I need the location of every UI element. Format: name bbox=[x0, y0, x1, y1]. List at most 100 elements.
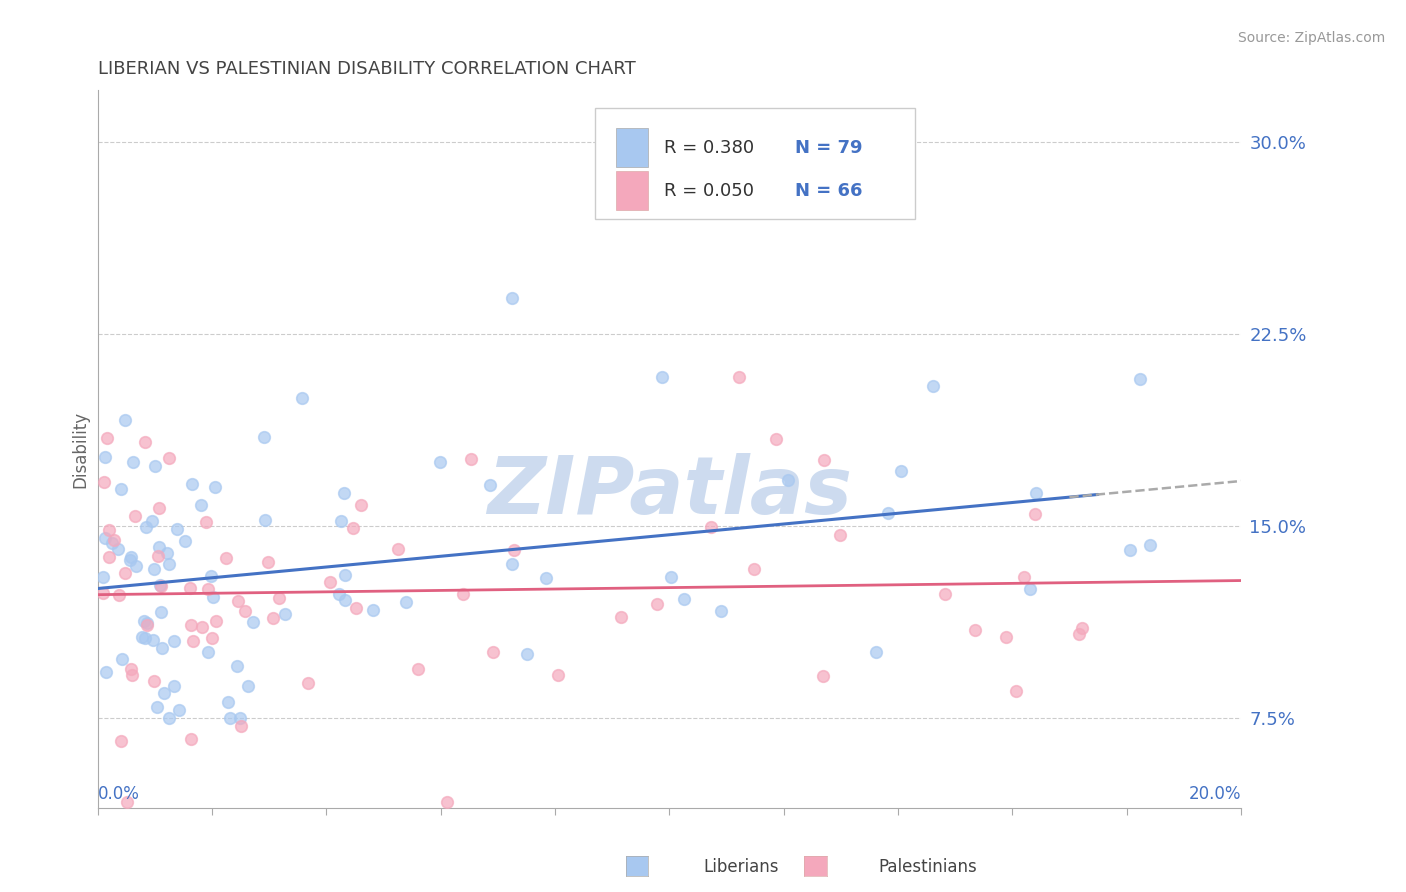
Point bbox=[157, 711, 180, 725]
Point bbox=[163, 679, 186, 693]
Text: 0.0%: 0.0% bbox=[97, 785, 139, 803]
Point bbox=[333, 485, 356, 500]
Point bbox=[136, 618, 159, 632]
Text: Liberians: Liberians bbox=[703, 858, 779, 876]
Point bbox=[252, 430, 274, 444]
Point bbox=[710, 605, 733, 619]
Point bbox=[333, 592, 356, 607]
Point bbox=[197, 645, 219, 659]
Point bbox=[330, 514, 353, 528]
FancyBboxPatch shape bbox=[595, 108, 915, 219]
Point bbox=[262, 610, 284, 624]
Point bbox=[197, 582, 219, 597]
Point bbox=[659, 570, 682, 584]
Point bbox=[436, 796, 458, 810]
Point bbox=[254, 513, 277, 527]
Point bbox=[865, 644, 887, 658]
Point bbox=[110, 482, 132, 496]
Point bbox=[547, 667, 569, 681]
Point bbox=[124, 509, 146, 524]
Point bbox=[174, 534, 197, 549]
Point bbox=[218, 711, 240, 725]
Point bbox=[460, 452, 482, 467]
Point bbox=[157, 451, 180, 466]
Point bbox=[146, 700, 169, 714]
Point bbox=[934, 587, 956, 601]
Point bbox=[142, 632, 165, 647]
Point bbox=[233, 604, 256, 618]
Point bbox=[118, 553, 141, 567]
Point bbox=[328, 587, 350, 601]
Point bbox=[226, 593, 249, 607]
Point bbox=[98, 550, 121, 565]
Point bbox=[242, 615, 264, 629]
Point bbox=[181, 476, 204, 491]
Point bbox=[319, 575, 342, 590]
Point bbox=[200, 568, 222, 582]
Point bbox=[134, 614, 156, 628]
Point bbox=[811, 669, 834, 683]
Point bbox=[215, 551, 238, 566]
Point bbox=[877, 507, 900, 521]
Bar bbox=[616, 171, 648, 211]
Point bbox=[114, 413, 136, 427]
Point bbox=[1024, 507, 1046, 521]
Point bbox=[190, 620, 212, 634]
Point bbox=[267, 591, 290, 606]
Point bbox=[1012, 570, 1035, 584]
Point bbox=[194, 515, 217, 529]
Point bbox=[645, 597, 668, 611]
Point bbox=[143, 674, 166, 689]
Point bbox=[93, 531, 115, 545]
Point bbox=[534, 571, 557, 585]
Point bbox=[143, 459, 166, 474]
Point bbox=[166, 522, 188, 536]
Point bbox=[342, 521, 364, 535]
Point bbox=[201, 631, 224, 645]
Bar bbox=[616, 128, 648, 168]
Point bbox=[387, 542, 409, 557]
Text: ZIPatlas: ZIPatlas bbox=[486, 453, 852, 531]
Point bbox=[134, 631, 156, 645]
Point bbox=[297, 676, 319, 690]
Point bbox=[1129, 371, 1152, 385]
Point bbox=[1139, 538, 1161, 552]
Point bbox=[149, 577, 172, 591]
Point bbox=[202, 590, 225, 604]
Point bbox=[501, 557, 523, 571]
Point bbox=[1005, 684, 1028, 698]
Text: LIBERIAN VS PALESTINIAN DISABILITY CORRELATION CHART: LIBERIAN VS PALESTINIAN DISABILITY CORRE… bbox=[97, 60, 636, 78]
Text: N = 66: N = 66 bbox=[794, 182, 862, 200]
Point bbox=[94, 450, 117, 464]
Point bbox=[121, 455, 143, 469]
Point bbox=[274, 607, 297, 621]
Point bbox=[1119, 542, 1142, 557]
Point bbox=[108, 589, 131, 603]
Point bbox=[217, 695, 239, 709]
Point bbox=[482, 645, 505, 659]
Point bbox=[149, 605, 172, 619]
Point bbox=[742, 562, 765, 576]
Point bbox=[205, 614, 228, 628]
Point bbox=[501, 291, 523, 305]
Point bbox=[333, 567, 356, 582]
Point bbox=[120, 662, 142, 676]
Point bbox=[429, 455, 451, 469]
Point bbox=[994, 630, 1017, 644]
Point bbox=[120, 550, 142, 565]
Point bbox=[828, 528, 851, 542]
Point bbox=[91, 570, 114, 584]
Y-axis label: Disability: Disability bbox=[72, 410, 89, 488]
Point bbox=[94, 665, 117, 679]
Point bbox=[169, 703, 191, 717]
Point bbox=[699, 520, 721, 534]
Point bbox=[180, 618, 202, 632]
Point bbox=[256, 555, 278, 569]
Point bbox=[502, 543, 524, 558]
Text: R = 0.050: R = 0.050 bbox=[664, 182, 754, 200]
Point bbox=[163, 634, 186, 648]
Point bbox=[134, 520, 156, 534]
Point bbox=[776, 474, 799, 488]
Point bbox=[406, 662, 429, 676]
Point bbox=[125, 559, 148, 574]
